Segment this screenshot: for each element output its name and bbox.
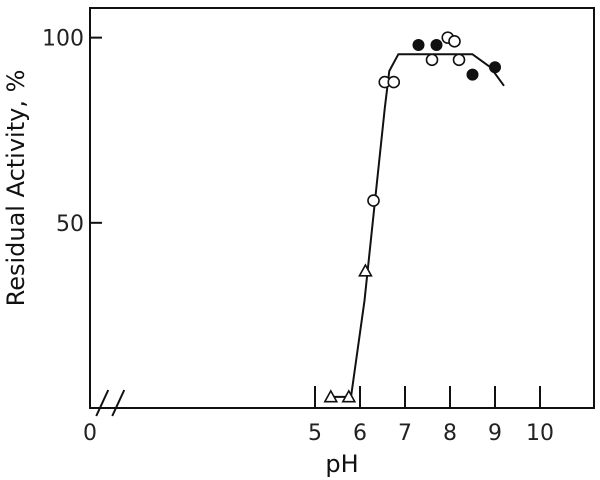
axis-break-slash bbox=[111, 389, 126, 417]
data-point-triangle bbox=[323, 389, 339, 403]
y-tick-label: 50 bbox=[56, 212, 84, 237]
x-axis: 0 5 6 7 8 9 10 bbox=[83, 386, 554, 446]
x-tick-label: 6 bbox=[353, 421, 367, 446]
x-tick-label: 7 bbox=[398, 421, 412, 446]
x-axis-title: pH bbox=[325, 450, 358, 478]
data-point-filled-circle bbox=[489, 61, 501, 74]
fit-curve bbox=[328, 53, 505, 398]
data-point-filled-circle bbox=[430, 39, 443, 52]
data-points-layer bbox=[323, 31, 501, 403]
x-tick-label: 10 bbox=[526, 421, 554, 446]
data-point-filled-circle bbox=[466, 68, 479, 81]
x-tick-label: 9 bbox=[488, 421, 502, 446]
x-tick-label: 0 bbox=[83, 421, 97, 446]
x-tick-label: 8 bbox=[443, 421, 457, 446]
data-point-triangle bbox=[341, 389, 357, 403]
data-point-filled-circle bbox=[412, 39, 425, 52]
data-point-open-circle bbox=[452, 53, 466, 67]
data-point-open-circle bbox=[387, 75, 401, 89]
data-point-triangle bbox=[358, 263, 373, 277]
y-tick-label: 100 bbox=[42, 27, 84, 52]
y-axis: 50 100 bbox=[42, 27, 102, 237]
plot-frame bbox=[89, 7, 595, 409]
data-point-open-circle bbox=[448, 35, 461, 48]
fit-curve-layer bbox=[328, 53, 505, 398]
y-axis-title: Residual Activity, % bbox=[2, 70, 30, 307]
x-axis-break-marker bbox=[95, 389, 126, 417]
data-point-open-circle bbox=[367, 194, 380, 207]
data-point-open-circle bbox=[425, 53, 439, 67]
x-tick-label: 5 bbox=[308, 421, 322, 446]
axis-break-slash bbox=[95, 389, 110, 417]
